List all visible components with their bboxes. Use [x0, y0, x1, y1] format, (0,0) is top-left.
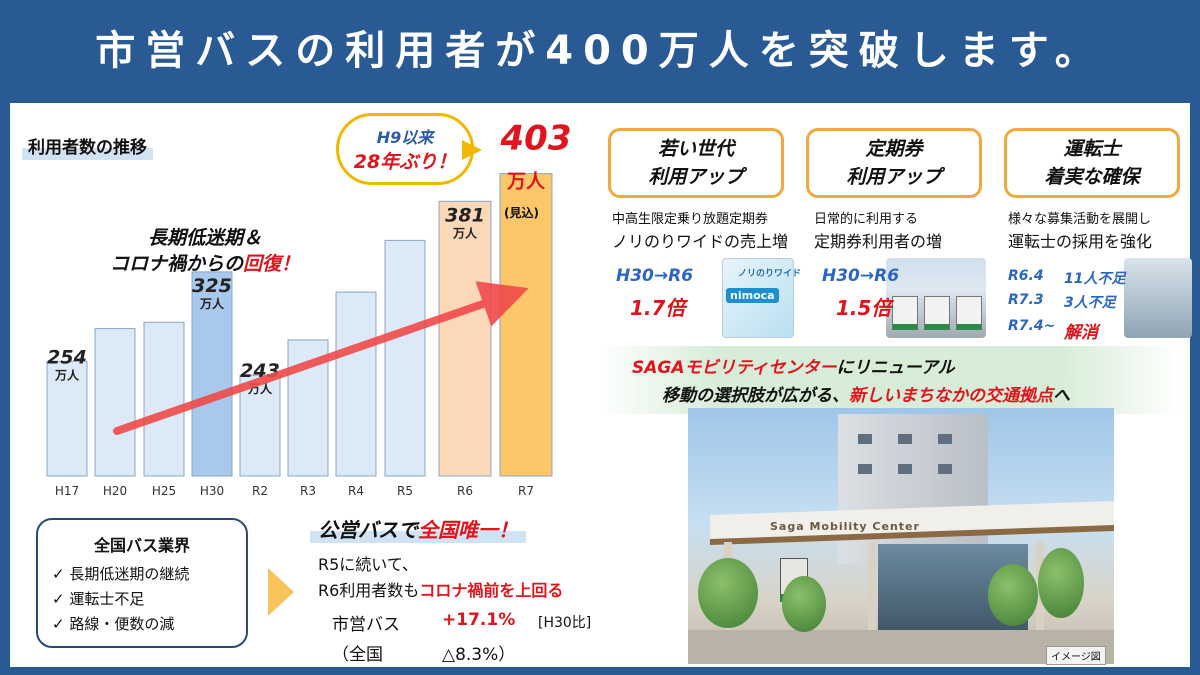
x-tick-label: H20: [103, 484, 127, 498]
card3-description: 様々な募集活動を展開し 運転士の採用を強化: [1008, 212, 1153, 251]
nimoca-logo: nimoca: [726, 288, 779, 303]
card1-description: 中高生限定乗り放題定期券 ノリのりワイドの売上増: [612, 212, 789, 251]
data-label-unit: 万人: [199, 296, 225, 311]
card-commuter-pass: 定期券 利用アップ: [806, 128, 982, 198]
tree-icon: [698, 558, 758, 628]
buses-photo: [886, 258, 986, 338]
image-note: イメージ図: [1046, 646, 1106, 665]
bubble-line2: 28年ぶり！: [353, 151, 457, 173]
chevron-right-icon: [268, 568, 294, 616]
slump-line1: 長期低迷期＆: [147, 227, 262, 249]
x-tick-label: H17: [55, 484, 79, 498]
x-tick-label: R2: [252, 484, 268, 498]
card2-growth-value: 1.5倍: [836, 296, 892, 320]
record-speech-bubble: H9以来 28年ぶり！: [336, 113, 474, 185]
header-band: [0, 0, 1200, 103]
bus-icon: [892, 296, 918, 330]
city-bus-note: [H30比]: [538, 615, 592, 631]
bar-h20: [94, 328, 136, 477]
card2-description: 日常的に利用する 定期券利用者の増: [814, 212, 943, 251]
building-sign: Saga Mobility Center: [770, 520, 920, 533]
data-label-unit: 万人: [452, 225, 478, 240]
national-value: △8.3%）: [442, 645, 516, 665]
chart-title: 利用者数の推移: [22, 133, 153, 160]
x-tick-label: H25: [152, 484, 176, 498]
city-bus-change: 市営バス +17.1% [H30比]: [332, 610, 592, 635]
data-label-unit: 万人: [54, 367, 80, 382]
bubble-tail: [462, 140, 482, 160]
trend-arrow: [113, 281, 529, 435]
card-drivers: 運転士 着実な確保: [1004, 128, 1180, 198]
data-label: 325: [192, 275, 232, 297]
bar-h30: [191, 271, 233, 477]
x-tick-label: H30: [200, 484, 224, 498]
national-change: （全国 △8.3%）: [332, 640, 515, 665]
bar-h25: [143, 321, 185, 477]
card1-growth-label: H30→R6: [616, 266, 694, 286]
tree-icon: [782, 576, 826, 632]
driver-row: R6.4 11人不足: [1008, 268, 1126, 287]
plaza-ground: [688, 630, 1114, 664]
bar-r4: [335, 291, 377, 477]
data-label: 403: [500, 119, 572, 159]
card-young-generation: 若い世代 利用アップ: [608, 128, 784, 198]
bar-r2: [239, 374, 281, 477]
x-tick-label: R7: [518, 484, 534, 498]
x-tick-label: R6: [457, 484, 473, 498]
x-tick-label: R3: [300, 484, 316, 498]
public-bus-title: 公営バスで全国唯一！: [310, 514, 526, 543]
saga-line1: SAGAモビリティセンターにリニューアル: [632, 358, 955, 378]
bubble-line1: H9以来: [376, 128, 434, 147]
content-frame: [0, 103, 1200, 675]
national-item: ✓ 運転士不足: [52, 590, 145, 608]
tree-icon: [988, 564, 1038, 626]
data-label: 381: [445, 204, 485, 226]
x-tick-label: R5: [397, 484, 413, 498]
mobility-center-rendering: [688, 408, 1114, 664]
national-item: ✓ 路線・便数の減: [52, 615, 175, 633]
driver-row: R7.4~ 解消: [1008, 318, 1098, 343]
tree-icon: [1038, 548, 1084, 618]
pass-caption: ノリのりワイド: [738, 269, 802, 279]
saga-line2: 移動の選択肢が広がる、新しいまちなかの交通拠点へ: [662, 386, 1070, 406]
card1-growth-value: 1.7倍: [630, 296, 686, 320]
ridership-bar-chart: H17 H20 H25 H30 R2 R3 R4 R5 R6 R7 254万人325万人243万人…: [46, 119, 572, 498]
national-box-title: 全国バス業界: [93, 536, 190, 555]
page-title: 市営バスの利用者が400万人を突破します。: [95, 28, 1105, 74]
recovery-word: 回復！: [243, 253, 301, 275]
data-label: 254: [47, 346, 87, 368]
slump-annotation: 長期低迷期＆ コロナ禍からの回復！: [60, 225, 350, 277]
city-bus-value: +17.1%: [442, 610, 516, 630]
card2-growth-label: H30→R6: [822, 266, 900, 286]
x-tick-label: R4: [348, 484, 364, 498]
data-label-unit: 万人: [506, 171, 546, 193]
driver-row: R7.3 3人不足: [1008, 292, 1116, 311]
bus-icon: [956, 296, 982, 330]
building-tower: [838, 414, 988, 564]
forecast-note: (見込): [504, 206, 539, 220]
bar-r6: [438, 200, 492, 477]
bar-r5: [384, 239, 426, 477]
slump-line2: コロナ禍からの回復！: [109, 253, 301, 275]
driver-photo: [1124, 258, 1192, 338]
national-item: ✓ 長期低迷期の継続: [52, 565, 190, 583]
saga-highlight-band: [600, 346, 1180, 414]
bar-h17: [46, 360, 88, 477]
national-industry-box: 全国バス業界 ✓ 長期低迷期の継続 ✓ 運転士不足 ✓ 路線・便数の減: [36, 518, 248, 648]
bus-icon: [924, 296, 950, 330]
public-bus-text: R5に続いて、 R6利用者数もコロナ禍前を上回る: [318, 555, 564, 600]
